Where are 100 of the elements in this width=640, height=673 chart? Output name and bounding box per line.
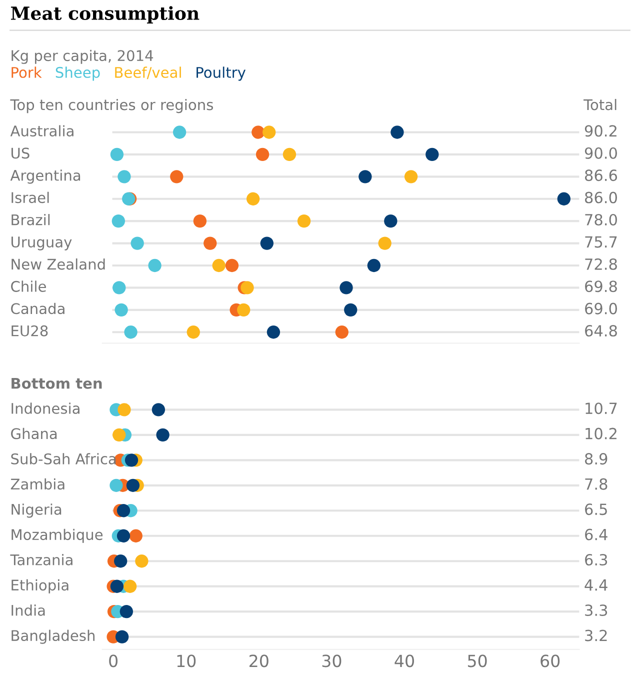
y-tick-label: Nigeria — [12, 504, 62, 518]
point — [378, 236, 392, 250]
point — [124, 454, 138, 467]
y-tick-label: New Zealand — [12, 258, 105, 270]
y-tick-label: US — [12, 148, 30, 159]
point — [237, 303, 250, 317]
point — [340, 281, 353, 294]
x-tick-label: 50 — [468, 654, 487, 668]
point — [116, 529, 130, 542]
y-tick-label: Ethiopia — [12, 579, 68, 594]
text: Beef/veal — [115, 66, 181, 80]
point — [256, 148, 270, 162]
y-tick-label: Mozambique — [12, 528, 103, 543]
point — [114, 303, 128, 317]
point — [225, 258, 239, 272]
point — [110, 478, 123, 492]
x-tick-label: 60 — [540, 654, 560, 668]
point — [390, 126, 404, 139]
y-tick-label: India — [12, 604, 45, 616]
point — [152, 403, 166, 416]
y-tick-label: Chile — [11, 280, 46, 292]
point — [115, 630, 129, 644]
x-tick-label: 20 — [250, 654, 268, 668]
point — [260, 236, 274, 250]
y-tick-label: Indonesia — [12, 402, 80, 414]
text: 90.2 — [584, 125, 616, 137]
point — [186, 326, 200, 339]
point — [135, 554, 148, 568]
text: 3.2 — [585, 630, 607, 642]
point — [335, 326, 348, 339]
point — [557, 192, 570, 206]
point — [120, 605, 134, 618]
text: 6.4 — [585, 528, 608, 540]
text: 69.0 — [585, 302, 617, 314]
point — [110, 580, 124, 593]
text: 6.3 — [585, 554, 608, 566]
point — [193, 214, 207, 228]
point — [130, 236, 144, 250]
text: Sheep — [56, 66, 100, 81]
x-tick-label: 30 — [322, 654, 342, 668]
x-tick-label: 0 — [109, 654, 118, 668]
y2-axis-title: Total — [584, 98, 616, 110]
text: 86.6 — [585, 170, 618, 182]
point — [112, 214, 126, 228]
text: 7.8 — [585, 478, 608, 490]
point — [297, 214, 311, 228]
point — [112, 428, 126, 442]
text: 3.3 — [585, 604, 608, 616]
point — [116, 504, 130, 518]
text: 10.2 — [586, 428, 616, 440]
point — [172, 126, 186, 139]
text: 4.4 — [584, 579, 608, 591]
y-tick-label: Bangladesh — [12, 630, 94, 644]
point — [358, 170, 372, 184]
y-tick-label: Uruguay — [12, 236, 72, 250]
y-tick-label: Canada — [11, 302, 64, 314]
point — [156, 428, 170, 442]
point — [114, 554, 128, 568]
point — [118, 170, 131, 184]
point — [246, 192, 260, 206]
y-tick-label: EU28 — [12, 325, 48, 336]
point — [129, 529, 142, 542]
y-tick-label: Tanzania — [10, 554, 72, 566]
text: 75.7 — [585, 236, 617, 248]
point — [148, 258, 162, 272]
text: 69.8 — [585, 280, 617, 292]
point — [426, 148, 439, 162]
point — [123, 580, 137, 593]
x-tick-label: 10 — [177, 654, 196, 668]
text: 10.7 — [586, 402, 617, 414]
text: 90.0 — [584, 147, 617, 159]
text: 64.8 — [585, 325, 617, 337]
point — [367, 258, 381, 272]
text: Pork — [12, 66, 42, 78]
chart-subtitle: Kg per capita, 2014 — [12, 50, 154, 64]
y-tick-label: Ghana — [11, 428, 57, 440]
point — [252, 126, 265, 139]
point — [344, 303, 358, 317]
point — [240, 281, 254, 294]
point — [384, 214, 398, 228]
text: Poultry — [196, 66, 246, 81]
point — [404, 170, 418, 184]
point — [170, 170, 184, 184]
point — [212, 258, 226, 272]
text: 78.0 — [585, 214, 617, 226]
text: Top ten countries or regions — [10, 98, 213, 114]
point — [124, 326, 138, 339]
y-tick-label: Zambia — [10, 478, 64, 490]
point — [262, 126, 276, 139]
point — [118, 403, 131, 416]
y-tick-label: Israel — [12, 192, 49, 204]
text: 86.0 — [585, 192, 617, 204]
point — [266, 326, 280, 339]
text: 6.5 — [585, 504, 607, 516]
chart-title: Bottom ten — [12, 378, 102, 389]
y-tick-label: Australia — [10, 125, 74, 136]
chart-title: Meat consumption — [11, 6, 200, 24]
text: 72.8 — [585, 258, 617, 270]
point — [126, 478, 140, 492]
x-tick-label: 40 — [394, 654, 414, 668]
